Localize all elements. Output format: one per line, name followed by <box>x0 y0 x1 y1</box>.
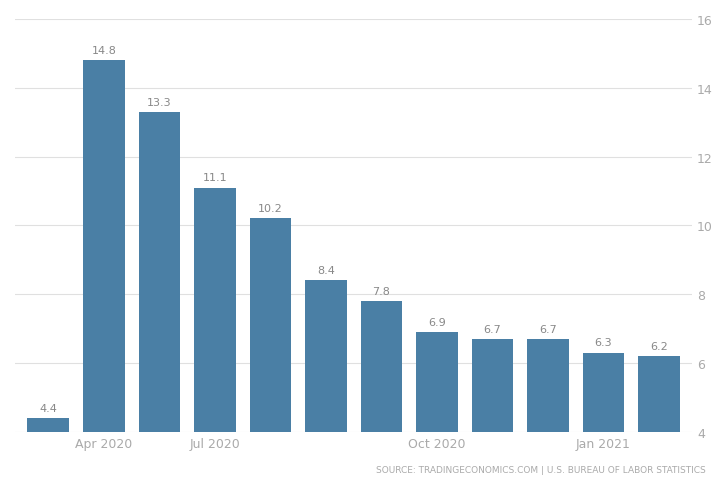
Bar <box>416 333 458 484</box>
Text: 13.3: 13.3 <box>147 97 172 107</box>
Text: 7.8: 7.8 <box>373 287 390 296</box>
Bar <box>250 219 291 484</box>
Bar <box>194 188 236 484</box>
Bar <box>638 356 680 484</box>
Bar <box>138 113 180 484</box>
Bar <box>527 339 569 484</box>
Text: 6.9: 6.9 <box>428 317 446 327</box>
Text: 8.4: 8.4 <box>317 266 335 276</box>
Text: SOURCE: TRADINGECONOMICS.COM | U.S. BUREAU OF LABOR STATISTICS: SOURCE: TRADINGECONOMICS.COM | U.S. BURE… <box>376 465 706 474</box>
Bar <box>472 339 513 484</box>
Bar <box>83 61 124 484</box>
Text: 11.1: 11.1 <box>202 173 227 183</box>
Text: 6.7: 6.7 <box>539 324 557 334</box>
Bar <box>305 281 347 484</box>
Text: 6.3: 6.3 <box>595 338 612 348</box>
Text: 6.7: 6.7 <box>483 324 502 334</box>
Bar <box>582 353 624 484</box>
Text: 14.8: 14.8 <box>92 46 116 56</box>
Text: 6.2: 6.2 <box>650 341 668 351</box>
Bar <box>360 302 402 484</box>
Text: 4.4: 4.4 <box>39 403 58 413</box>
Text: 10.2: 10.2 <box>258 204 282 214</box>
Bar <box>28 418 69 484</box>
